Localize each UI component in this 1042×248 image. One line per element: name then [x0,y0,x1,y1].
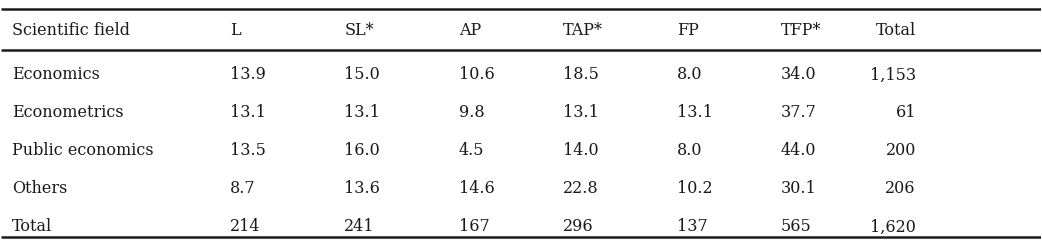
Text: Others: Others [11,181,67,197]
Text: 14.0: 14.0 [563,142,598,159]
Text: 13.1: 13.1 [563,104,598,122]
Text: TAP*: TAP* [563,22,602,39]
Text: 61: 61 [895,104,916,122]
Text: 10.6: 10.6 [458,66,494,84]
Text: 13.9: 13.9 [230,66,266,84]
Text: 206: 206 [886,181,916,197]
Text: 241: 241 [344,218,375,236]
Text: 13.1: 13.1 [230,104,266,122]
Text: Total: Total [875,22,916,39]
Text: Public economics: Public economics [11,142,153,159]
Text: 9.8: 9.8 [458,104,485,122]
Text: 16.0: 16.0 [344,142,380,159]
Text: 565: 565 [780,218,812,236]
Text: 14.6: 14.6 [458,181,494,197]
Text: 18.5: 18.5 [563,66,598,84]
Text: Econometrics: Econometrics [11,104,123,122]
Text: 44.0: 44.0 [780,142,816,159]
Text: 8.0: 8.0 [677,66,702,84]
Text: 30.1: 30.1 [780,181,817,197]
Text: 4.5: 4.5 [458,142,485,159]
Text: 22.8: 22.8 [563,181,598,197]
Text: 8.0: 8.0 [677,142,702,159]
Text: 1,153: 1,153 [870,66,916,84]
Text: 8.7: 8.7 [230,181,255,197]
Text: 13.1: 13.1 [677,104,713,122]
Text: 296: 296 [563,218,593,236]
Text: SL*: SL* [344,22,374,39]
Text: 167: 167 [458,218,490,236]
Text: 200: 200 [886,142,916,159]
Text: Total: Total [11,218,52,236]
Text: 37.7: 37.7 [780,104,817,122]
Text: 10.2: 10.2 [677,181,713,197]
Text: Scientific field: Scientific field [11,22,130,39]
Text: Economics: Economics [11,66,100,84]
Text: 214: 214 [230,218,260,236]
Text: 13.6: 13.6 [344,181,380,197]
Text: FP: FP [677,22,699,39]
Text: L: L [230,22,241,39]
Text: 13.1: 13.1 [344,104,380,122]
Text: 13.5: 13.5 [230,142,266,159]
Text: 15.0: 15.0 [344,66,380,84]
Text: AP: AP [458,22,481,39]
Text: 34.0: 34.0 [780,66,817,84]
Text: 137: 137 [677,218,708,236]
Text: 1,620: 1,620 [870,218,916,236]
Text: TFP*: TFP* [780,22,821,39]
